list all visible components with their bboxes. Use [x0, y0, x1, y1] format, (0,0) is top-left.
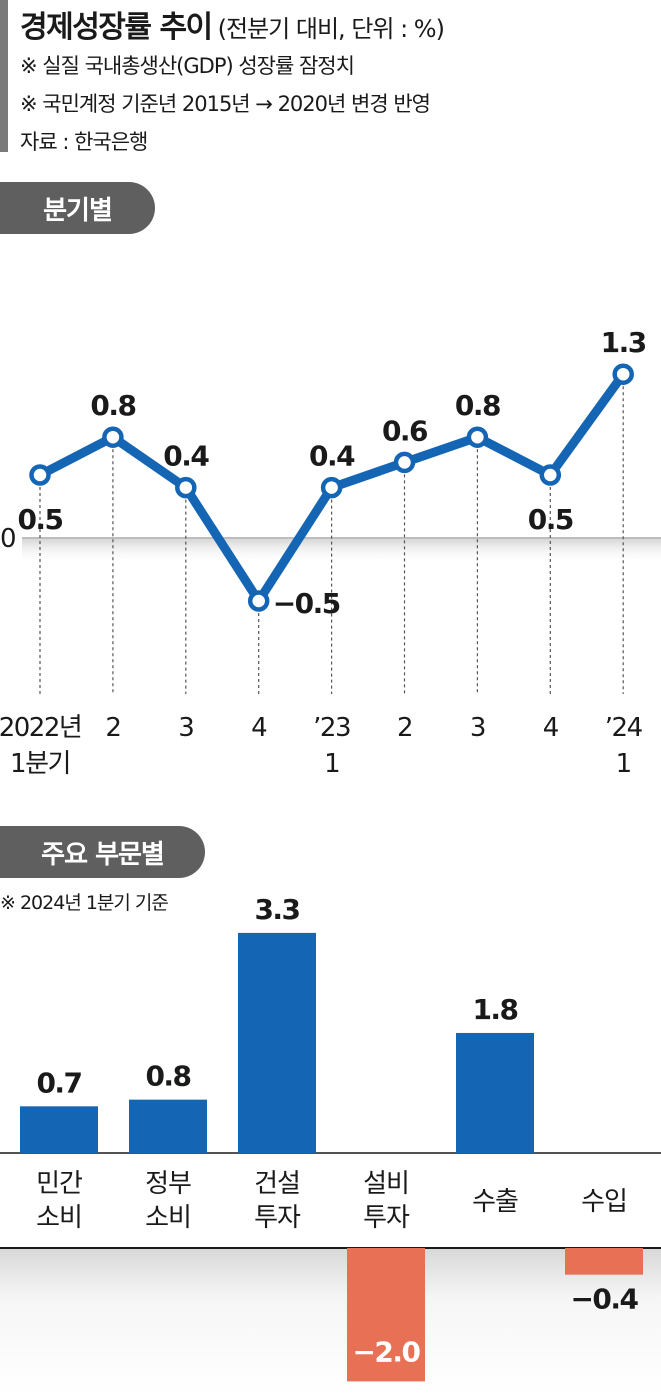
category-label: 설비: [363, 1169, 409, 1199]
x-tick-label: ’23: [313, 713, 350, 743]
data-label: 0.5: [528, 503, 573, 536]
bar-value-label: −2.0: [352, 1335, 420, 1368]
category-label: 투자: [363, 1203, 410, 1233]
x-tick-label: 2: [397, 713, 412, 743]
data-point: [323, 479, 340, 496]
category-label: 투자: [254, 1203, 301, 1233]
x-tick-label: 1: [324, 749, 339, 779]
x-tick-label: 2: [105, 713, 120, 743]
bar: [238, 933, 316, 1153]
data-point: [104, 429, 121, 446]
x-tick-label: 2022년: [0, 713, 81, 743]
zero-shadow: [22, 538, 661, 564]
zero-tick-label: 0: [0, 524, 15, 554]
bar-value-label: 3.3: [254, 893, 299, 926]
bar-value-label: 1.8: [472, 993, 517, 1026]
bar-value-label: −0.4: [570, 1283, 638, 1316]
bar: [456, 1033, 534, 1153]
bar-value-label: 0.7: [36, 1066, 81, 1099]
data-label: 0.4: [309, 440, 355, 473]
category-label: 건설: [254, 1169, 300, 1199]
data-point: [615, 366, 632, 383]
data-label: 0.8: [455, 389, 500, 422]
data-label: 0.6: [382, 414, 427, 447]
data-point: [542, 467, 559, 484]
data-point: [32, 467, 49, 484]
data-point: [250, 593, 267, 610]
x-tick-label: 4: [251, 713, 267, 743]
x-tick-label: 3: [470, 713, 485, 743]
data-label: 0.8: [90, 389, 135, 422]
category-label: 정부: [145, 1169, 191, 1199]
data-point: [396, 454, 413, 471]
category-label: 소비: [145, 1203, 191, 1233]
data-label: −0.5: [273, 587, 340, 620]
x-tick-label: 3: [178, 713, 193, 743]
data-point: [469, 429, 486, 446]
x-tick-label: 1분기: [10, 749, 70, 779]
data-label: 1.3: [601, 326, 646, 359]
x-tick-label: 1: [616, 749, 631, 779]
bar: [20, 1106, 98, 1153]
category-label: 소비: [36, 1203, 82, 1233]
bar: [565, 1248, 643, 1275]
category-label: 수입: [581, 1187, 627, 1217]
category-label: 수출: [472, 1187, 518, 1217]
x-tick-label: 4: [543, 713, 559, 743]
bar: [129, 1100, 207, 1153]
x-tick-label: ’24: [605, 713, 643, 743]
category-label: 민간: [36, 1169, 82, 1199]
data-label: 0.4: [163, 440, 209, 473]
negative-zone: [0, 1248, 661, 1394]
bar-value-label: 0.8: [145, 1060, 190, 1093]
data-label: 0.5: [17, 503, 62, 536]
data-point: [177, 479, 194, 496]
